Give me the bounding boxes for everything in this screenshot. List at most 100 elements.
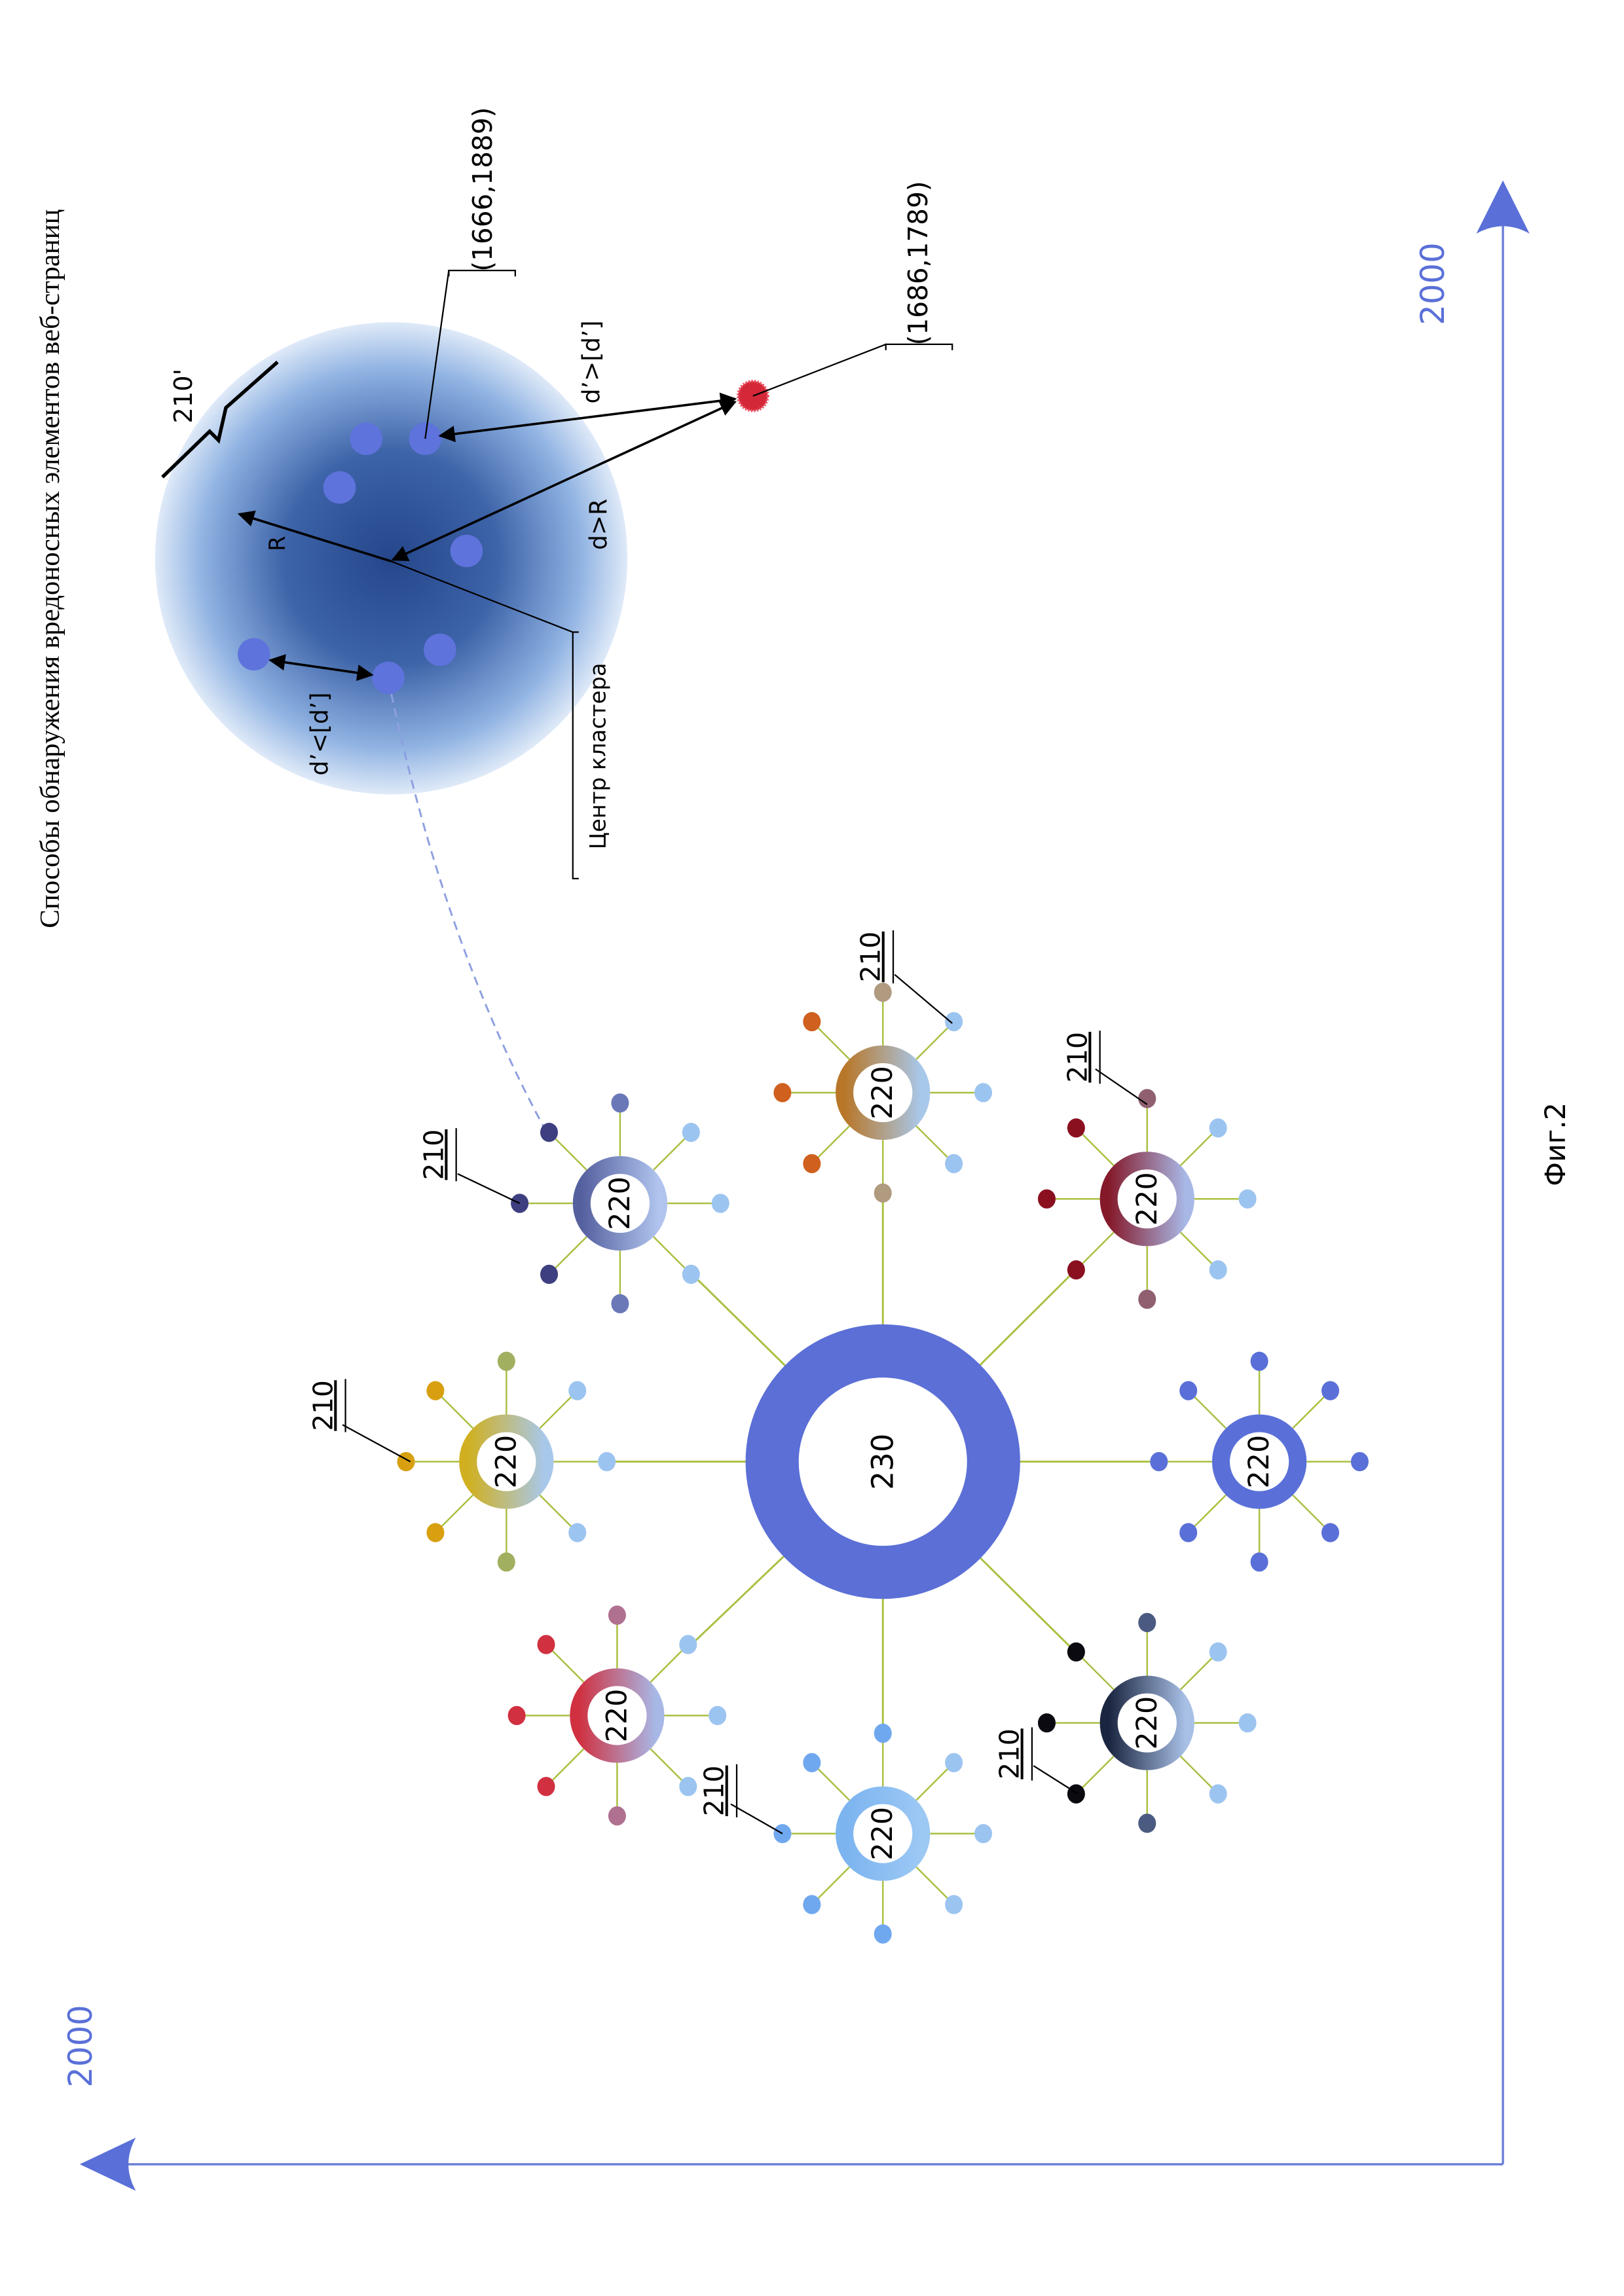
element-dot-210 xyxy=(1209,1118,1227,1137)
element-dot-210 xyxy=(426,1381,444,1400)
element-210-label: 210 xyxy=(994,1728,1025,1779)
cluster-point xyxy=(323,471,356,504)
element-dot-210 xyxy=(712,1194,729,1212)
satellite-node-220: 220 xyxy=(508,1605,727,1825)
patent-figure-page: Способы обнаружения вредоносных элементо… xyxy=(0,0,1624,2296)
element-dot-210 xyxy=(874,1724,892,1743)
satellite-node-220: 220 xyxy=(773,1724,992,1944)
element-dot-210 xyxy=(1038,1190,1056,1209)
element-dot-210 xyxy=(679,1635,697,1654)
element-dot-210 xyxy=(945,1753,963,1772)
element-dot-210 xyxy=(1251,1552,1268,1571)
element-link xyxy=(818,1126,849,1157)
element-dot-210 xyxy=(568,1523,586,1542)
element-link xyxy=(1181,1658,1212,1690)
hub-spoke xyxy=(977,1269,1076,1368)
d-prime-greater-label: d’>[d’] xyxy=(578,320,605,403)
outlier-point xyxy=(738,381,767,410)
element-link xyxy=(1082,1232,1114,1264)
leader-line xyxy=(1033,1766,1078,1794)
element-dot-210 xyxy=(874,1924,892,1943)
leader-line xyxy=(458,1174,520,1203)
element-dot-210 xyxy=(608,1605,626,1624)
satellite-label: 220 xyxy=(1243,1435,1276,1489)
satellite-node-220: 220 xyxy=(511,1093,729,1313)
element-link xyxy=(818,1867,849,1899)
element-dot-210 xyxy=(709,1706,726,1725)
element-dot-210 xyxy=(1138,1813,1156,1832)
element-link xyxy=(540,1397,571,1429)
element-dot-210 xyxy=(540,1265,558,1284)
satellite-node-220: 220 xyxy=(1038,1613,1257,1833)
cluster-point xyxy=(372,662,405,695)
element-link xyxy=(1181,1134,1212,1165)
element-210-callout: 210 xyxy=(418,1128,519,1203)
satellite-node-220: 220 xyxy=(1150,1352,1369,1572)
element-link xyxy=(1194,1397,1226,1429)
hub-spoke xyxy=(692,1274,788,1369)
figure-label: Фиг.2 xyxy=(1540,1102,1572,1186)
satellite-label: 220 xyxy=(490,1435,523,1489)
element-dot-210 xyxy=(945,1895,963,1914)
satellite-label: 220 xyxy=(1131,1172,1164,1226)
radius-label: R xyxy=(265,536,290,551)
figure-title: Способы обнаружения вредоносных элементо… xyxy=(35,209,65,928)
cluster-center-label: Центр кластера xyxy=(585,663,610,849)
element-dot-210 xyxy=(1251,1352,1268,1371)
element-210-label: 210 xyxy=(855,932,887,982)
element-dot-210 xyxy=(1067,1260,1085,1279)
axis-arrow-left-icon xyxy=(80,2138,136,2191)
element-dot-210 xyxy=(1209,1784,1227,1803)
element-link xyxy=(1181,1232,1212,1264)
axis-max-label-bottom: 2000 xyxy=(62,2005,100,2087)
cluster-point xyxy=(350,422,382,455)
element-dot-210 xyxy=(397,1452,415,1471)
satellite-label: 220 xyxy=(1131,1696,1164,1750)
satellite-node-220: 220 xyxy=(397,1352,616,1572)
element-link xyxy=(818,1028,849,1059)
element-dot-210 xyxy=(974,1083,992,1102)
element-dot-210 xyxy=(1209,1643,1227,1662)
element-dot-210 xyxy=(1321,1381,1339,1400)
cluster-area xyxy=(155,322,627,794)
element-dot-210 xyxy=(1138,1613,1156,1632)
element-link xyxy=(555,1139,587,1170)
satellite-label: 220 xyxy=(600,1688,633,1742)
element-dot-210 xyxy=(1179,1523,1197,1542)
element-dot-210 xyxy=(426,1523,444,1542)
d-prime-less-label: d’<[d’] xyxy=(306,693,334,776)
element-dot-210 xyxy=(611,1294,629,1313)
satellite-label: 220 xyxy=(866,1807,899,1861)
element-link xyxy=(1293,1495,1324,1527)
element-dot-210 xyxy=(498,1352,515,1371)
element-dot-210 xyxy=(945,1154,963,1173)
element-210-label: 210 xyxy=(1061,1032,1093,1082)
element-link xyxy=(553,1651,584,1683)
element-dot-210 xyxy=(498,1552,515,1571)
cluster-point xyxy=(424,634,456,666)
element-link xyxy=(1194,1495,1226,1527)
element-dot-210 xyxy=(803,1012,821,1031)
element-dot-210 xyxy=(1138,1089,1156,1108)
element-link xyxy=(916,1126,948,1157)
element-dot-210 xyxy=(1067,1784,1085,1803)
element-dot-210 xyxy=(682,1123,700,1142)
leader-line xyxy=(342,1425,411,1461)
element-dot-210 xyxy=(537,1777,555,1796)
leader-line xyxy=(895,975,952,1023)
element-prime-label: 210' xyxy=(169,369,198,424)
element-210-callout: 210 xyxy=(699,1764,783,1834)
element-dot-210 xyxy=(1239,1713,1257,1732)
element-link xyxy=(916,1867,948,1899)
hub-spoke xyxy=(690,1554,786,1647)
element-dot-210 xyxy=(540,1123,558,1142)
element-link xyxy=(1082,1658,1114,1690)
element-link xyxy=(654,1237,685,1268)
satellite-label: 220 xyxy=(866,1066,899,1120)
hub-label: 230 xyxy=(866,1434,900,1490)
element-dot-210 xyxy=(1138,1290,1156,1309)
element-link xyxy=(555,1237,587,1268)
element-link xyxy=(1082,1134,1114,1165)
satellite-label: 220 xyxy=(604,1176,637,1230)
element-dot-210 xyxy=(568,1381,586,1400)
